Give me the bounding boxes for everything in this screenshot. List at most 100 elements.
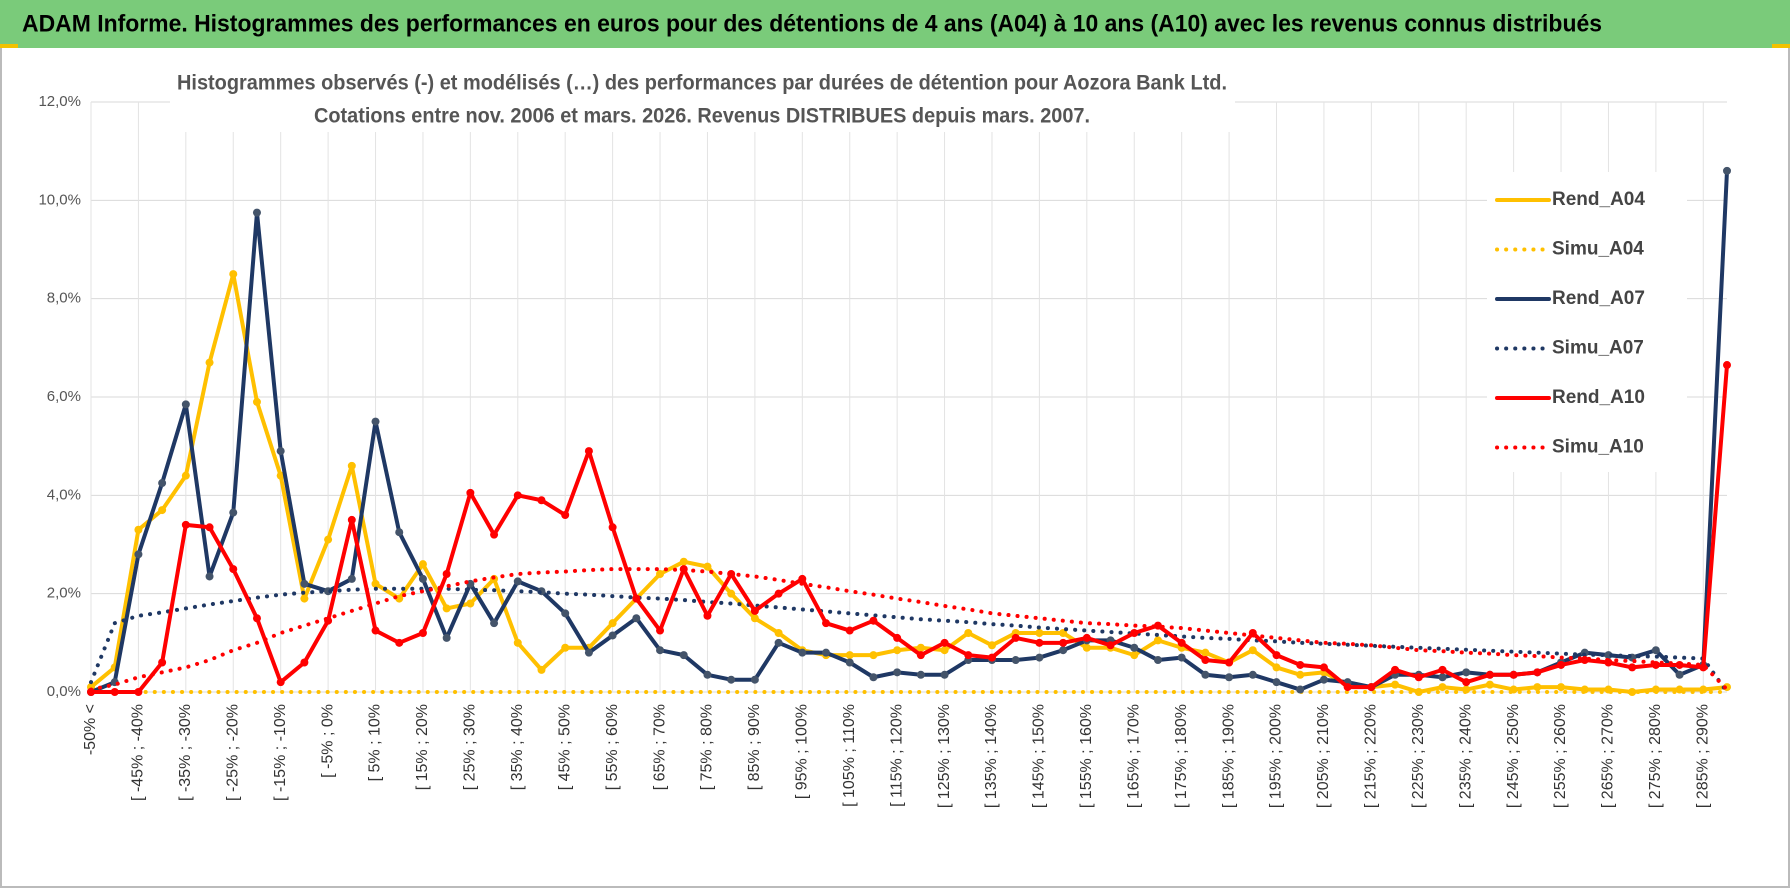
x-tick-label: [ 195% ; 200% <box>1268 704 1285 808</box>
data-point <box>1059 646 1068 655</box>
data-point <box>442 633 451 642</box>
data-point <box>490 530 499 539</box>
data-point <box>395 638 404 647</box>
data-point <box>490 619 499 628</box>
data-point <box>964 629 973 637</box>
data-point <box>1272 678 1281 687</box>
data-point <box>845 651 854 660</box>
data-point <box>347 461 356 470</box>
data-point <box>750 606 759 615</box>
data-point <box>1272 651 1281 660</box>
data-point <box>1296 685 1305 694</box>
y-tick-label: 4,0% <box>47 486 81 503</box>
data-point <box>1723 166 1731 175</box>
data-point <box>537 665 546 674</box>
data-point <box>940 646 949 655</box>
data-point <box>1438 673 1447 682</box>
data-point <box>1604 651 1613 660</box>
legend-label: Rend_A04 <box>1552 189 1645 210</box>
data-point <box>1035 629 1044 637</box>
series-line <box>89 567 1729 692</box>
data-point <box>1082 633 1091 642</box>
data-point <box>252 208 261 217</box>
chart-subtitle: Cotations entre nov. 2006 et mars. 2026.… <box>314 105 1090 128</box>
x-tick-label: [ 265% ; 270% <box>1600 704 1617 808</box>
x-tick-label: [ 235% ; 240% <box>1457 704 1474 808</box>
banner <box>0 0 1790 48</box>
x-tick-label: [ 245% ; 250% <box>1505 704 1522 808</box>
data-point <box>134 688 143 696</box>
data-point <box>466 599 475 608</box>
data-point <box>1628 663 1637 672</box>
data-point <box>632 594 641 603</box>
data-point <box>276 678 285 687</box>
x-tick-label: [ 255% ; 260% <box>1552 704 1569 808</box>
x-tick-label: [ -5% ; 0% <box>319 704 336 778</box>
data-point <box>561 511 570 519</box>
x-tick-label: [ 285% ; 290% <box>1695 704 1712 808</box>
data-point <box>1319 675 1328 684</box>
x-tick-label: [ 185% ; 190% <box>1220 704 1237 808</box>
data-point <box>1130 651 1139 660</box>
data-point <box>1319 663 1328 672</box>
data-point <box>418 629 427 637</box>
data-point <box>1248 646 1257 655</box>
y-tick-label: 0,0% <box>47 683 81 700</box>
data-point <box>371 579 380 588</box>
data-point <box>893 633 902 642</box>
series-line <box>89 363 1729 694</box>
data-point <box>1130 643 1139 652</box>
x-tick-label: [ 75% ; 80% <box>699 704 716 790</box>
data-point <box>466 488 475 497</box>
y-tick-label: 2,0% <box>47 585 81 602</box>
data-point <box>893 646 902 655</box>
data-point <box>371 417 380 426</box>
data-point <box>205 358 214 367</box>
data-point <box>608 523 617 532</box>
x-tick-label: [ 175% ; 180% <box>1173 704 1190 808</box>
data-point <box>300 594 309 603</box>
data-point <box>964 651 973 660</box>
legend-label: Simu_A10 <box>1552 437 1644 458</box>
data-point <box>987 641 996 650</box>
data-point <box>276 471 285 480</box>
data-point <box>1201 670 1210 679</box>
data-point <box>679 651 688 660</box>
x-tick-label: [ 95% ; 100% <box>794 704 811 799</box>
y-tick-label: 8,0% <box>47 290 81 307</box>
data-point <box>608 631 617 640</box>
data-point <box>1414 673 1423 682</box>
data-point <box>1462 668 1471 677</box>
x-tick-label: [ 145% ; 150% <box>1031 704 1048 808</box>
legend-label: Rend_A10 <box>1552 387 1645 408</box>
banner-corner <box>1772 44 1790 48</box>
data-point <box>1153 636 1162 645</box>
data-point <box>229 565 238 574</box>
data-point <box>1509 670 1518 679</box>
data-point <box>822 648 831 657</box>
data-point <box>1580 656 1589 665</box>
data-point <box>1628 688 1637 696</box>
data-point <box>1130 629 1139 637</box>
data-point <box>1059 638 1068 647</box>
x-tick-label: [ 35% ; 40% <box>509 704 526 790</box>
data-point <box>679 557 688 566</box>
data-point <box>537 496 546 505</box>
data-point <box>916 651 925 660</box>
data-point <box>632 614 641 623</box>
data-point <box>1153 621 1162 630</box>
data-point <box>442 570 451 578</box>
banner-title: ADAM Informe. Histogrammes des performan… <box>22 10 1602 37</box>
data-point <box>1723 361 1731 370</box>
data-point <box>134 525 143 534</box>
x-tick-label: [ 25% ; 30% <box>462 704 479 790</box>
y-tick-label: 12,0% <box>38 93 81 110</box>
data-point <box>158 479 167 488</box>
data-point <box>252 614 261 623</box>
data-point <box>774 638 783 647</box>
data-point <box>134 550 143 559</box>
data-point <box>1201 648 1210 657</box>
data-point <box>252 397 261 406</box>
plot-area: 0,0% 2,0% 4,0% 6,0% 8,0% 10,0% 12,0% -50% < [ -4… <box>38 93 1731 808</box>
data-point <box>1106 641 1115 650</box>
